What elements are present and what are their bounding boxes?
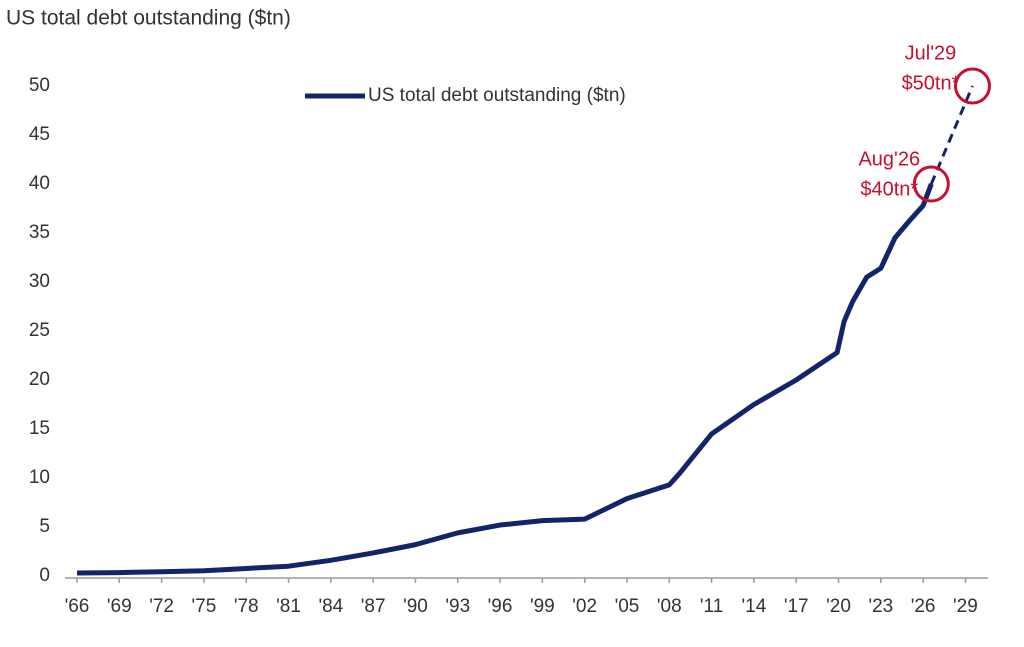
- line: [76, 183, 934, 576]
- x-tick-label: '08: [657, 596, 682, 617]
- x-tick-label: '78: [234, 596, 259, 617]
- x-tick-label: '75: [192, 596, 217, 617]
- y-tick-label: 0: [39, 565, 50, 586]
- annotation-text: Jul'29: [905, 42, 957, 64]
- annotation-circle: [953, 67, 991, 105]
- x-tick-label: '17: [784, 596, 809, 617]
- y-tick-label: 45: [29, 124, 50, 145]
- y-tick-label: 25: [29, 320, 50, 341]
- x-tick-label: '26: [911, 596, 936, 617]
- x-tick-label: '29: [953, 596, 978, 617]
- x-tick-label: '96: [488, 596, 513, 617]
- x-tick-label: '84: [318, 596, 343, 617]
- y-tick-label: 40: [29, 173, 50, 194]
- chart-title: US total debt outstanding ($tn): [6, 7, 291, 30]
- y-tick-label: 5: [39, 516, 50, 537]
- y-tick-label: 50: [29, 75, 50, 96]
- x-tick-label: '99: [530, 596, 555, 617]
- x-tick-label: '93: [445, 596, 470, 617]
- x-tick-label: '11: [700, 596, 723, 617]
- x-tick-label: '23: [868, 596, 893, 617]
- annotation-circle: [912, 165, 950, 203]
- x-tick-label: '72: [149, 596, 174, 617]
- annotation-text: $40tn*: [860, 178, 918, 200]
- annotation-text: Aug'26: [858, 148, 920, 170]
- annotation-text: $50tn*: [902, 72, 960, 94]
- x-tick-label: '90: [403, 596, 428, 617]
- legend-label: US total debt outstanding ($tn): [368, 85, 626, 106]
- y-tick-label: 35: [29, 222, 50, 243]
- x-tick-label: '69: [107, 596, 132, 617]
- x-tick-label: '87: [361, 596, 386, 617]
- x-tick-label: '02: [572, 596, 597, 617]
- x-tick-label: '05: [615, 596, 640, 617]
- x-tick-label: '20: [826, 596, 851, 617]
- x-tick-label: '81: [276, 596, 301, 617]
- y-tick-label: 10: [29, 467, 50, 488]
- y-tick-label: 20: [29, 369, 50, 390]
- x-tick-label: '14: [742, 596, 767, 617]
- y-tick-label: 15: [29, 418, 50, 439]
- y-tick-label: 30: [29, 271, 50, 292]
- x-tick-label: '66: [65, 596, 90, 617]
